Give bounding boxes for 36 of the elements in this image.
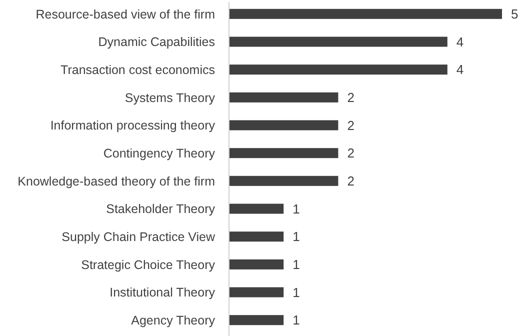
data-label: 2 xyxy=(347,146,354,161)
y-tick-label: Institutional Theory xyxy=(110,286,216,300)
y-tick-label: Supply Chain Practice View xyxy=(62,230,216,244)
data-label: 2 xyxy=(347,173,354,188)
bar xyxy=(229,232,284,242)
bar xyxy=(229,148,338,158)
bar xyxy=(229,36,448,47)
data-label: 5 xyxy=(511,6,518,22)
y-tick-label: Information processing theory xyxy=(50,118,216,133)
data-label: 2 xyxy=(347,118,354,133)
data-label: 4 xyxy=(456,62,464,78)
y-tick-label: Resource-based view of the firm xyxy=(36,7,215,22)
bar xyxy=(229,287,284,298)
bar xyxy=(229,315,284,326)
data-label: 1 xyxy=(292,284,300,300)
y-tick-label: Stakeholder Theory xyxy=(106,202,216,216)
data-label: 1 xyxy=(292,201,300,216)
bar xyxy=(229,8,502,19)
y-tick-label: Contingency Theory xyxy=(103,146,216,160)
y-tick-label: Strategic Choice Theory xyxy=(81,258,216,272)
y-tick-label: Knowledge-based theory of the firm xyxy=(18,174,215,188)
bar xyxy=(229,64,448,75)
bar xyxy=(229,176,338,186)
data-label: 2 xyxy=(347,90,354,105)
bar xyxy=(229,204,284,214)
y-tick-label: Agency Theory xyxy=(131,313,216,328)
y-tick-label: Dynamic Capabilities xyxy=(98,35,215,50)
bar xyxy=(229,92,338,102)
data-label: 4 xyxy=(456,34,464,50)
bar xyxy=(229,120,338,130)
y-tick-label: Transaction cost economics xyxy=(60,62,215,77)
data-label: 1 xyxy=(292,256,300,272)
data-label: 1 xyxy=(292,312,300,328)
bar xyxy=(229,259,284,270)
y-tick-label: Systems Theory xyxy=(124,90,216,105)
data-label: 1 xyxy=(292,229,300,244)
